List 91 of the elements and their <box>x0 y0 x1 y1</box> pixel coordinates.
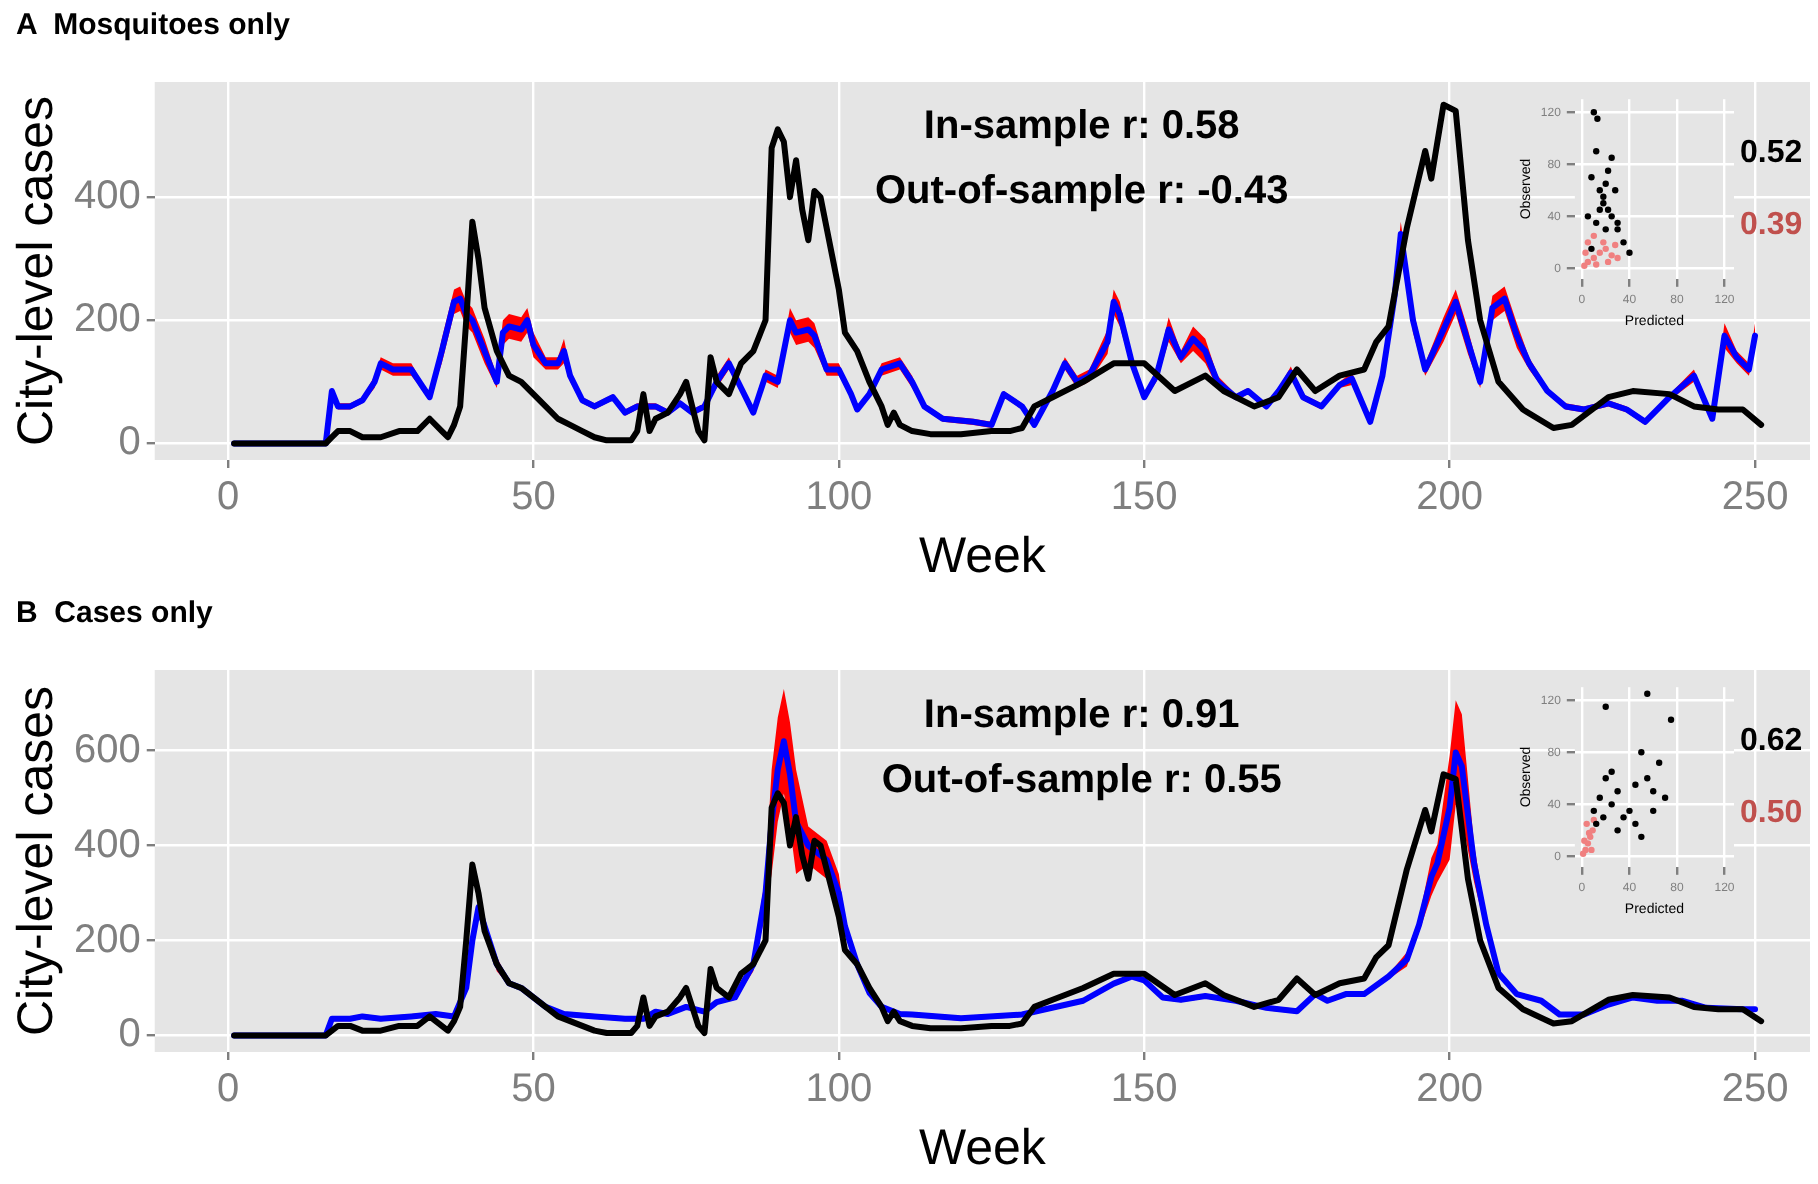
point <box>1588 174 1595 181</box>
point <box>1632 820 1639 828</box>
annotation: In-sample r: 0.91 <box>923 692 1240 737</box>
annotation: 0.50 <box>1740 795 1803 830</box>
point <box>1584 213 1592 220</box>
x-tick-label: 50 <box>511 475 556 520</box>
annotation: 0.52 <box>1740 135 1803 170</box>
point <box>1604 167 1612 174</box>
x-axis-title: Week <box>918 1119 1047 1176</box>
y-tick-label: 0 <box>118 1012 141 1057</box>
point <box>1590 254 1598 262</box>
point <box>1596 187 1603 194</box>
y-axis-title: City-level cases <box>7 95 64 447</box>
point <box>1608 213 1615 220</box>
point <box>1614 219 1621 227</box>
x-tick-label: 200 <box>1416 1067 1483 1112</box>
chart-title: A Mosquitoes only <box>16 8 290 42</box>
point <box>1596 249 1603 256</box>
annotation: Out-of-sample r: 0.55 <box>881 757 1282 802</box>
point <box>1590 232 1598 240</box>
point <box>1600 200 1607 207</box>
point <box>1667 716 1675 723</box>
point <box>1644 690 1651 697</box>
point <box>1602 226 1609 233</box>
annotation: Out-of-sample r: -0.43 <box>874 168 1289 213</box>
x-tick-label: 150 <box>1110 475 1178 520</box>
point <box>1600 814 1607 821</box>
annotation: 0.39 <box>1740 207 1803 242</box>
point <box>1600 193 1607 201</box>
point <box>1583 820 1590 828</box>
point <box>1602 245 1609 253</box>
x-tick-label: 250 <box>1721 475 1789 520</box>
point <box>1584 258 1592 266</box>
point <box>1608 154 1615 161</box>
point <box>1584 239 1592 246</box>
point <box>1638 749 1645 756</box>
point <box>1614 788 1621 795</box>
y-tick-label: 600 <box>73 727 141 772</box>
x-tick-label: 100 <box>805 475 873 520</box>
x-tick-label: 50 <box>511 1067 556 1112</box>
y-tick-label: 400 <box>73 822 141 867</box>
point <box>1593 148 1600 155</box>
point <box>1626 807 1633 815</box>
x-axis-title: Week <box>918 527 1047 584</box>
point <box>1612 241 1619 249</box>
point <box>1602 703 1609 710</box>
point <box>1620 239 1627 246</box>
point <box>1582 249 1589 256</box>
annotation: 0.62 <box>1740 723 1803 758</box>
point <box>1650 788 1657 795</box>
point <box>1596 794 1603 802</box>
point <box>1590 109 1598 116</box>
x-tick-label: 0 <box>216 1067 240 1112</box>
point <box>1638 833 1645 841</box>
x-tick-label: 250 <box>1721 1067 1789 1112</box>
point <box>1604 258 1612 266</box>
point <box>1596 206 1603 214</box>
point <box>1626 249 1633 256</box>
point <box>1588 846 1595 854</box>
y-tick-label: 0 <box>118 420 141 465</box>
point <box>1644 775 1651 782</box>
point <box>1620 814 1627 821</box>
point <box>1614 254 1621 262</box>
point <box>1614 226 1621 233</box>
point <box>1650 807 1657 815</box>
point <box>1632 781 1639 789</box>
y-axis-title: City-level cases <box>7 685 64 1037</box>
point <box>1588 245 1595 253</box>
point <box>1612 187 1619 194</box>
chart-title: B Cases only <box>16 596 213 630</box>
point <box>1608 768 1615 775</box>
x-tick-label: 100 <box>805 1067 873 1112</box>
point <box>1608 801 1615 808</box>
point <box>1593 219 1600 227</box>
annotation: In-sample r: 0.58 <box>923 104 1240 149</box>
x-tick-label: 0 <box>216 475 240 520</box>
point <box>1602 775 1609 782</box>
y-tick-label: 200 <box>73 917 141 962</box>
point <box>1593 261 1600 268</box>
x-tick-label: 150 <box>1110 1067 1178 1112</box>
y-tick-label: 400 <box>73 174 141 219</box>
point <box>1614 827 1621 834</box>
x-tick-label: 200 <box>1416 475 1483 520</box>
point <box>1608 252 1615 259</box>
point <box>1655 759 1663 766</box>
point <box>1600 239 1607 246</box>
point <box>1594 115 1601 122</box>
point <box>1661 794 1669 802</box>
point <box>1604 206 1612 214</box>
point <box>1602 180 1609 187</box>
point <box>1590 807 1598 815</box>
